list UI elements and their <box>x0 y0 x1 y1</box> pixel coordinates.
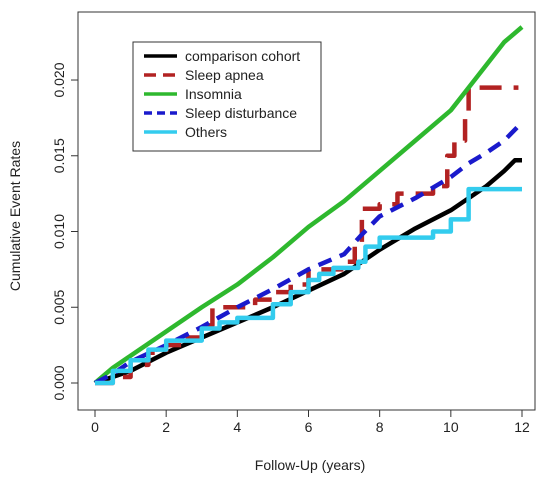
x-tick-label: 8 <box>376 419 384 435</box>
series-line-others <box>95 186 522 386</box>
axes-layer: 0 2 4 6 8 10 12 0.000 0.005 0.010 0.015 0.020 <box>51 62 530 435</box>
x-tick-label: 6 <box>305 419 313 435</box>
series-line-insomnia <box>93 25 524 385</box>
y-tick-label: 0.005 <box>51 290 67 325</box>
x-tick-label: 2 <box>162 419 170 435</box>
legend-label: Sleep apnea <box>185 67 264 83</box>
y-tick-label: 0.000 <box>51 365 67 400</box>
x-axis-label: Follow-Up (years) <box>255 457 365 473</box>
series-layer <box>93 25 524 386</box>
plot-frame <box>77 11 536 411</box>
legend-label: Others <box>185 124 227 140</box>
x-tick-label: 0 <box>91 419 99 435</box>
x-tick-label: 10 <box>443 419 459 435</box>
plot-area <box>77 11 536 411</box>
legend: comparison cohort Sleep apnea Insomnia Slee… <box>132 41 322 152</box>
y-tick-label: 0.015 <box>51 138 67 173</box>
legend-label: comparison cohort <box>185 48 300 64</box>
series-line-sleep-disturbance <box>93 120 524 386</box>
legend-label: Insomnia <box>185 86 242 102</box>
y-tick-label: 0.020 <box>51 62 67 97</box>
x-tick-label: 12 <box>514 419 530 435</box>
y-tick-label: 0.010 <box>51 214 67 249</box>
x-tick-label: 4 <box>233 419 241 435</box>
y-axis-label: Cumulative Event Rates <box>7 141 23 291</box>
legend-label: Sleep disturbance <box>185 105 297 121</box>
